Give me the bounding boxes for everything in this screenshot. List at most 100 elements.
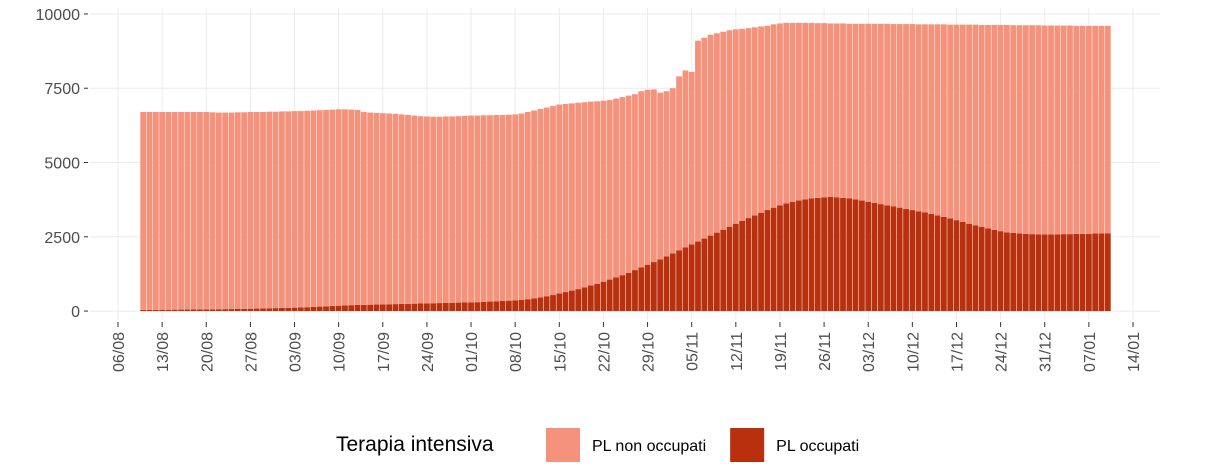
bar [575,102,582,290]
bar [600,100,607,282]
bar [222,309,229,312]
bar [619,97,626,276]
x-tick-label: 26/11 [817,332,834,371]
bar [600,281,607,312]
bar [398,303,405,312]
bar [701,238,708,312]
bar [991,229,998,312]
bar [499,114,506,301]
bar [266,111,273,309]
bar [209,309,216,312]
bar [896,24,903,208]
bar [449,116,456,303]
bar [524,112,531,300]
bar [720,31,727,230]
bar [922,24,928,213]
bar [720,229,727,312]
bar [461,302,468,312]
bar [840,197,846,312]
bar [531,298,537,312]
bar [581,287,588,312]
bar [795,22,802,201]
bar [398,114,405,304]
bar [197,112,203,310]
bar [436,303,443,312]
bar [909,24,916,211]
bar [972,225,979,312]
bar [562,292,569,312]
bar [241,112,247,309]
bar [1067,234,1073,312]
bar [928,213,935,312]
bar [695,40,701,242]
bar [909,210,916,312]
bar [606,279,613,312]
bar [745,218,752,312]
bar [335,109,342,306]
bar [373,112,380,305]
bar [424,116,430,304]
bar [373,304,380,312]
bar [682,247,689,312]
x-tick-label: 03/12 [861,332,878,372]
bar [285,307,292,312]
legend-swatch [730,428,765,462]
bar [890,206,897,312]
bar [348,109,355,306]
bar [178,112,184,310]
bar [550,106,556,296]
bar [613,277,619,312]
bar [411,303,418,312]
bar [455,116,462,303]
bar [638,267,645,312]
bar [884,23,891,206]
bar [827,196,834,312]
bar [209,112,216,310]
bar [1004,232,1010,312]
x-tick-label: 06/08 [111,332,128,372]
bar [764,25,771,211]
bar [1067,25,1073,235]
bar [903,208,909,312]
bar [978,226,985,312]
bar [581,102,588,288]
y-tick-label: 5000 [44,156,80,173]
bar [1010,232,1017,312]
bar [594,283,601,312]
bar [1098,233,1105,312]
bar [676,76,682,251]
bar [260,308,266,312]
bar [821,23,827,198]
bar [1092,25,1099,234]
bar [146,309,153,312]
bar [915,24,922,212]
bar [625,272,632,312]
bar [1079,25,1086,234]
bar [178,309,184,312]
y-tick-label: 0 [71,304,80,321]
bar [335,305,342,312]
bar [348,305,355,312]
bar [1048,234,1054,312]
bar [1104,233,1111,312]
bar [732,223,739,312]
bar [379,304,386,312]
bar [468,115,474,303]
bar [669,88,676,254]
bar [594,101,601,284]
bar [291,111,298,308]
bar [1060,234,1067,312]
bar [493,114,500,302]
bar [1073,25,1080,234]
bar [650,89,657,263]
bar [367,112,374,305]
bar [190,112,197,310]
x-tick-label: 29/10 [641,332,658,372]
bar [386,304,392,312]
bar [638,91,645,268]
bar [739,220,746,312]
bar [417,116,424,304]
bar [688,244,695,312]
x-tick-label: 01/10 [464,332,481,372]
bar [644,89,651,265]
